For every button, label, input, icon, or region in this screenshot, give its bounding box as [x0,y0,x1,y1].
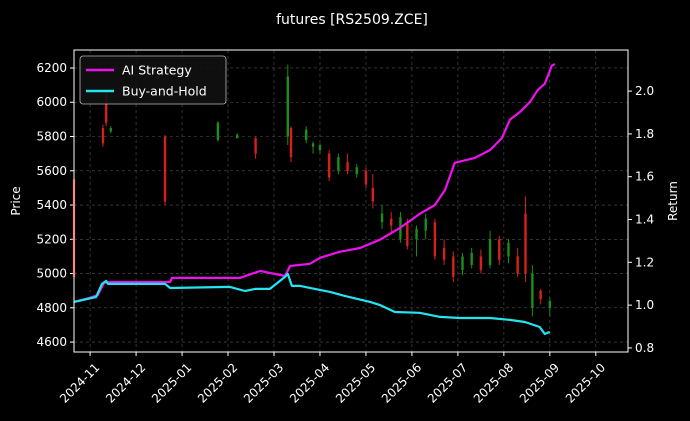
candle-body [318,145,322,151]
candle-body [479,256,483,271]
candle-body [452,256,455,277]
y-tick-label: 5000 [36,267,67,281]
legend-label: AI Strategy [122,63,192,78]
candle-body [216,122,220,140]
y2-tick-label: 1.6 [635,170,654,184]
candle-body [355,167,358,175]
candle-body [371,187,375,202]
candle-body [337,157,340,171]
candle-body [346,162,349,171]
candle-body [364,170,368,185]
chart-title: futures [RS2509.ZCE] [276,12,428,28]
y2-tick-label: 1.4 [635,213,654,227]
return-line [73,62,556,303]
plot-frame [73,49,629,353]
candle-body [236,134,239,139]
y2-tick-label: 1.2 [635,255,654,269]
candle-body [109,127,112,132]
y2-tick-label: 1.8 [635,127,654,141]
candle-body [524,213,527,274]
candle-body [406,222,409,247]
y-tick-label: 6200 [36,61,67,75]
candle-body [498,239,501,260]
candle-body [461,256,464,271]
candle-body [415,229,418,240]
candle-body [311,143,315,147]
candle-body [442,247,446,260]
y-tick-label: 6000 [36,95,67,109]
candle-body [286,76,289,137]
return-line [73,272,551,336]
candle-body [104,93,108,123]
y-tick-label: 5800 [36,130,67,144]
candle-body [163,136,167,202]
y-tick-label: 5200 [36,232,67,246]
candle-body [254,138,257,154]
y2-tick-label: 0.8 [635,341,654,355]
candle-body [488,239,492,265]
candle-body [327,153,331,178]
y-tick-label: 4600 [36,335,67,349]
legend-label: Buy-and-Hold [122,84,207,99]
candle-body [470,252,473,265]
legend-box [79,55,227,105]
candle-body [289,127,293,158]
candle-body [516,256,519,274]
y-axis-label: Price [9,186,23,215]
y-tick-label: 5400 [36,198,67,212]
candle-body [433,222,437,257]
y2-axis-label: Return [666,181,680,221]
candle-body [304,129,308,140]
candle-body [548,300,552,308]
y-tick-label: 5600 [36,164,67,178]
candle-body [101,127,105,144]
candle-body [539,290,542,300]
candle-body [507,242,510,257]
y2-tick-label: 2.0 [635,84,654,98]
candle-body [390,218,393,226]
candle-body [424,218,427,231]
candle-body [531,273,534,308]
y2-tick-label: 1.0 [635,298,654,312]
candle-body [380,213,384,223]
y-tick-label: 4800 [36,301,67,315]
